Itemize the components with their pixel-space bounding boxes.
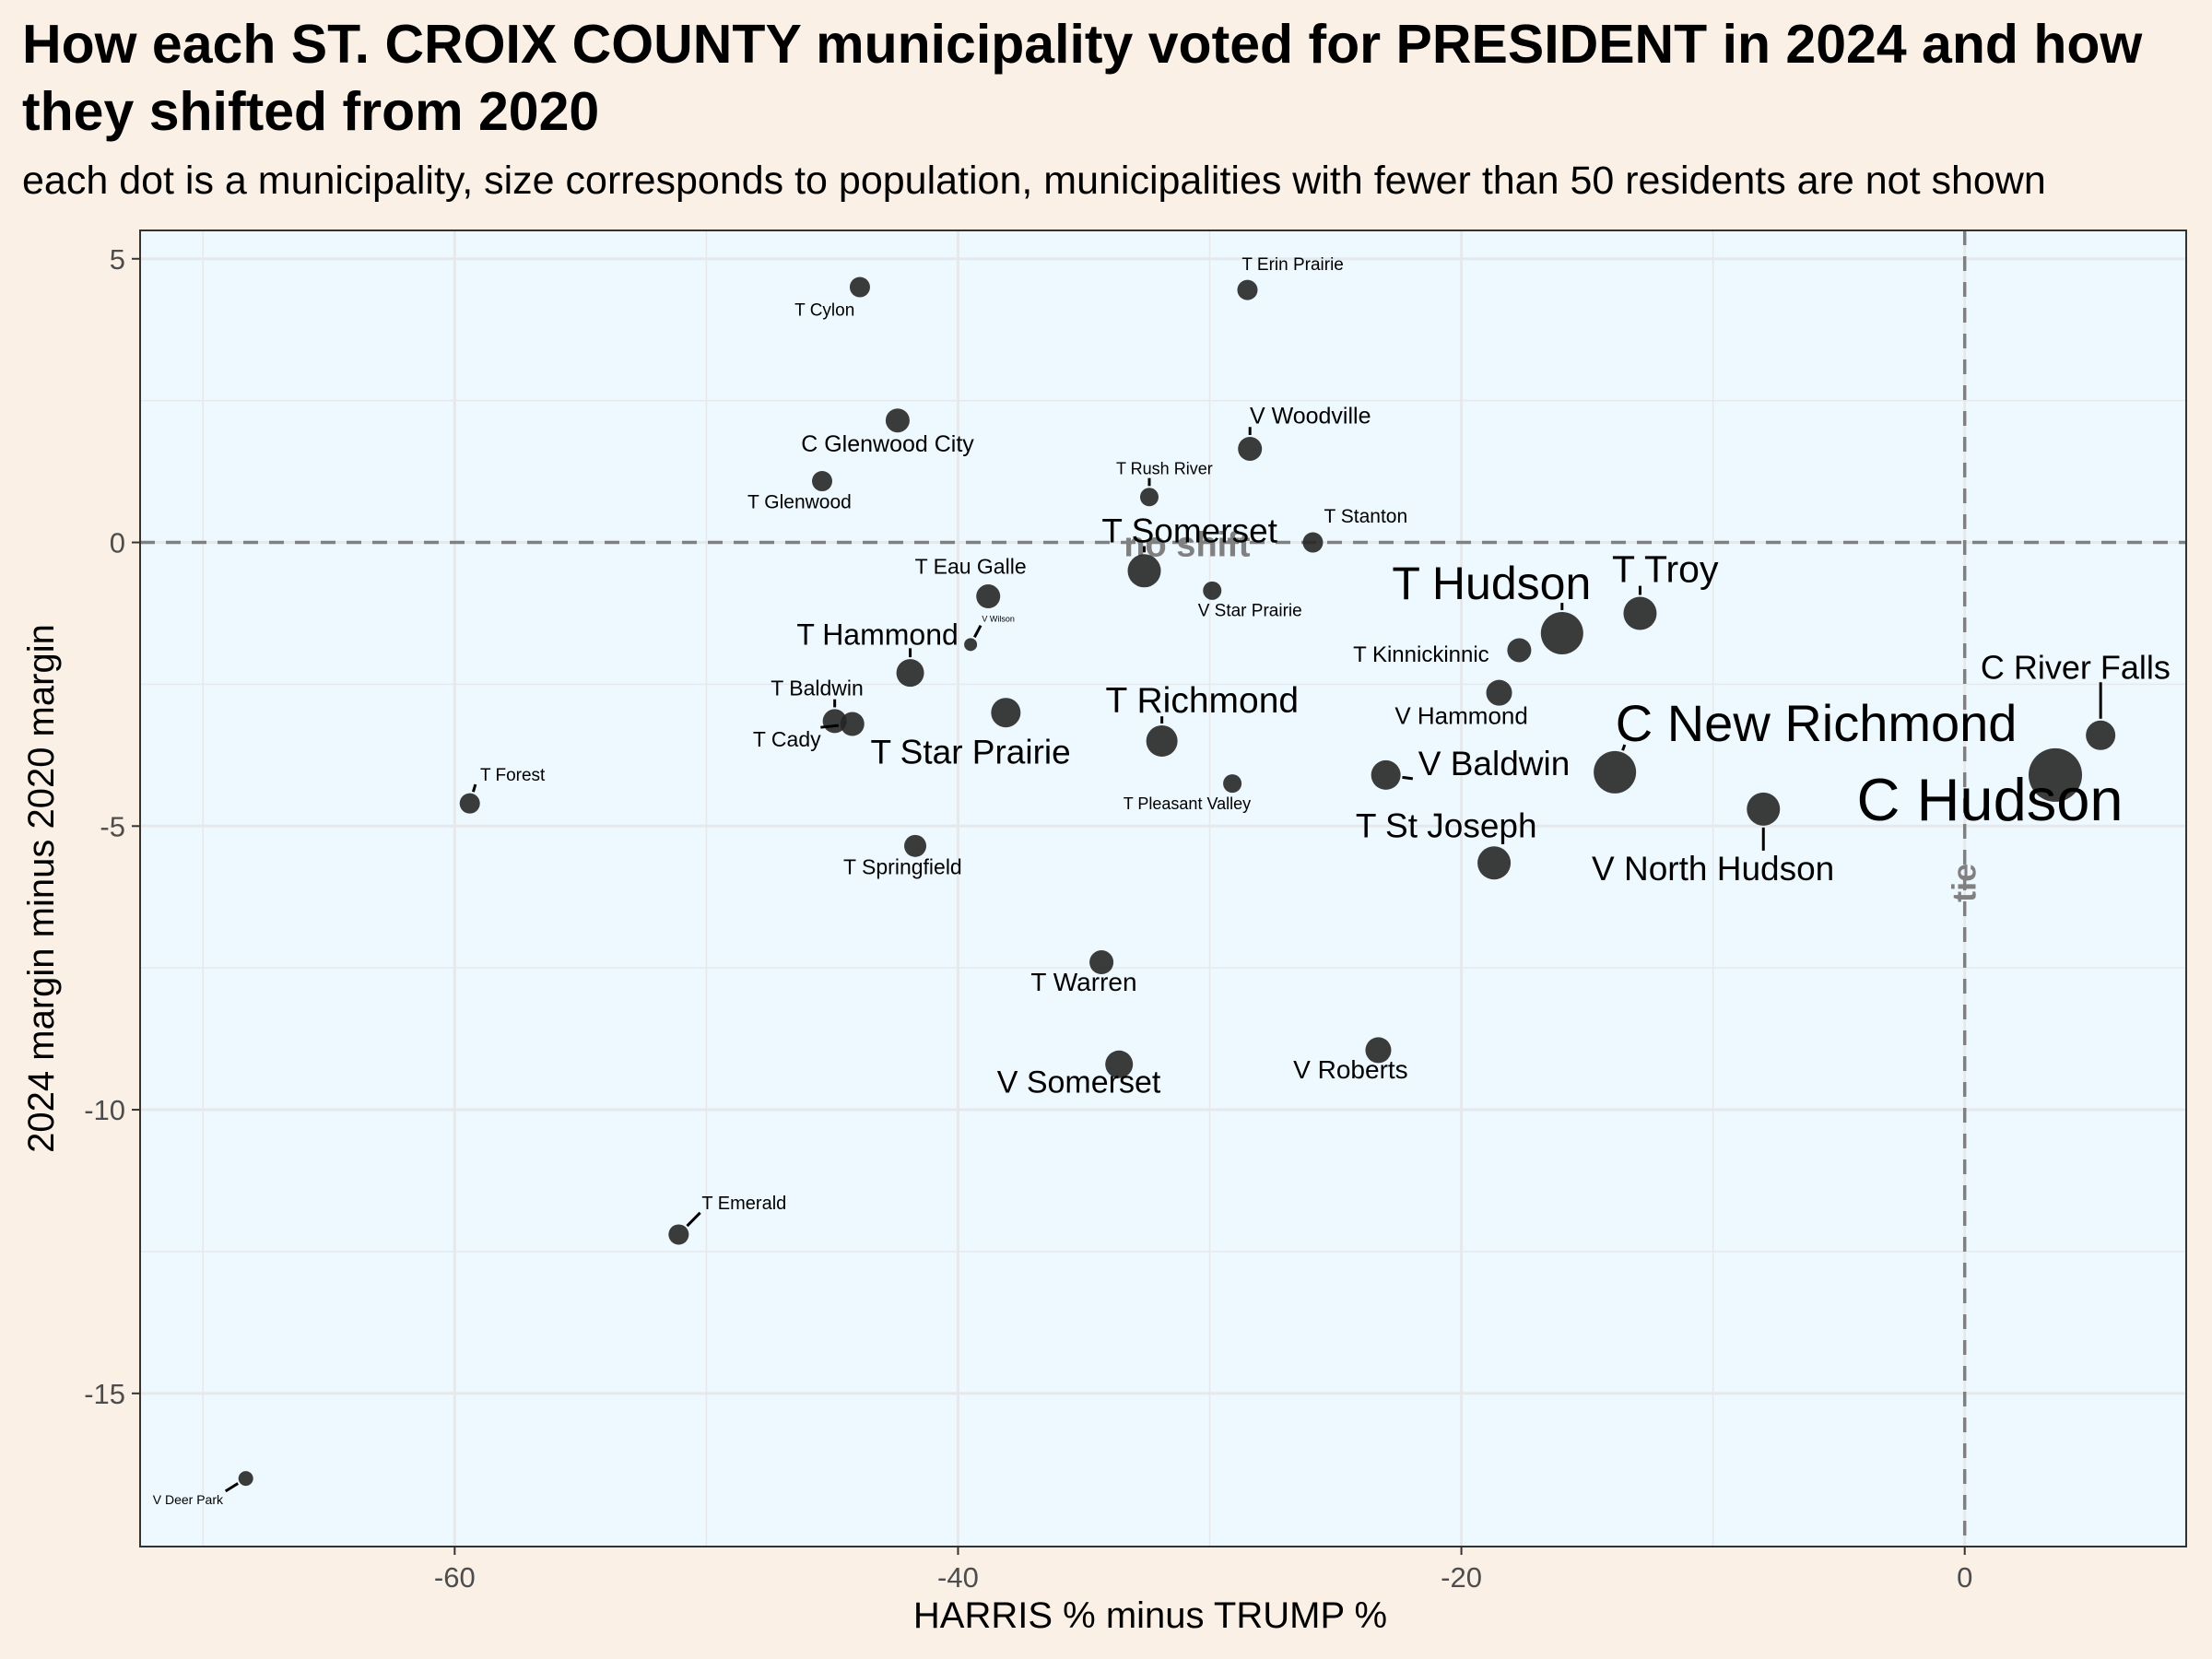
label-leader-line — [1621, 744, 1627, 751]
point-label: V Baldwin — [1418, 745, 1571, 782]
x-tick-label: -40 — [937, 1561, 979, 1594]
data-point — [904, 834, 927, 857]
point-label: C Glenwood City — [801, 431, 974, 457]
point-label: T Forest — [480, 766, 546, 785]
data-point — [1089, 950, 1114, 975]
reference-label-tie: tie — [1946, 864, 1983, 902]
point-label: T Hammond — [796, 618, 958, 651]
point-label: T Eau Galle — [915, 554, 1027, 578]
chart-title: How each ST. CROIX COUNTY municipality v… — [22, 14, 2143, 142]
point-label: V Somerset — [997, 1065, 1161, 1100]
point-label: T Baldwin — [771, 677, 864, 700]
data-point — [1540, 612, 1583, 655]
data-point — [1365, 1037, 1392, 1064]
data-point — [885, 408, 910, 433]
data-point — [840, 712, 865, 736]
data-point — [1371, 759, 1401, 790]
data-point — [1507, 638, 1532, 663]
data-point — [1302, 532, 1324, 553]
data-point — [1127, 554, 1161, 588]
data-point — [238, 1471, 253, 1487]
x-tick-label: -20 — [1441, 1561, 1482, 1594]
point-label: T Rush River — [1116, 460, 1213, 478]
point-label: C Hudson — [1856, 766, 2123, 833]
point-label: T Star Prairie — [870, 734, 1070, 771]
chart-subtitle: each dot is a municipality, size corresp… — [22, 159, 2046, 203]
point-label: V Wilson — [982, 615, 1015, 624]
data-points — [238, 276, 2116, 1487]
label-leader-line — [686, 1211, 701, 1228]
data-point — [991, 698, 1021, 728]
data-point — [1747, 792, 1781, 826]
y-tick-label: 0 — [110, 527, 125, 559]
label-leader-line — [820, 724, 840, 729]
point-label: V Roberts — [1293, 1055, 1408, 1084]
data-point — [2029, 747, 2083, 802]
point-label: T Hudson — [1392, 558, 1591, 609]
data-point — [1623, 596, 1657, 630]
point-label: T Emerald — [701, 1194, 786, 1214]
point-label: T Springfield — [843, 855, 962, 879]
data-point — [896, 659, 924, 688]
y-tick-label: 5 — [110, 243, 125, 276]
data-point — [1223, 774, 1242, 794]
point-label: V Deer Park — [153, 1492, 224, 1507]
label-leader-line — [973, 625, 982, 639]
y-tick-label: -15 — [84, 1378, 125, 1410]
point-label: T Troy — [1612, 548, 1719, 591]
point-label: T Stanton — [1324, 506, 1407, 527]
x-tick-label: -60 — [434, 1561, 476, 1594]
data-point — [1146, 724, 1178, 757]
point-label: T Glenwood — [747, 492, 852, 513]
data-point — [2086, 720, 2116, 750]
data-point — [1237, 279, 1258, 300]
data-point — [976, 584, 1001, 609]
point-label: T Warren — [1030, 968, 1136, 996]
point-label: V North Hudson — [1592, 850, 1834, 888]
y-tick-label: -10 — [84, 1094, 125, 1126]
data-point — [964, 638, 978, 652]
point-label: T St Joseph — [1356, 807, 1537, 845]
x-axis-label: HARRIS % minus TRUMP % — [913, 1595, 1387, 1636]
data-point — [668, 1224, 689, 1245]
point-label: T Erin Prairie — [1241, 255, 1344, 275]
point-label: V Hammond — [1394, 702, 1528, 730]
axes: -60 -40 -20 0 5 0 -5 -10 -15 HARRIS % minus TRUMP… — [21, 243, 1972, 1636]
point-label: T Kinnickinnic — [1353, 642, 1489, 667]
point-label: V Star Prairie — [1198, 602, 1302, 621]
plot-panel — [140, 230, 2186, 1547]
data-point — [1486, 679, 1512, 706]
data-point — [1203, 581, 1222, 600]
y-tick-label: -5 — [100, 810, 125, 842]
plot-border — [139, 229, 2187, 1547]
point-label: V Woodville — [1250, 403, 1371, 429]
data-point — [1477, 846, 1512, 880]
point-label: T Cady — [753, 727, 821, 751]
point-label: T Somerset — [1101, 512, 1277, 550]
data-point — [849, 276, 870, 298]
data-point — [1139, 488, 1159, 507]
y-axis-label: 2024 margin minus 2020 margin — [21, 624, 62, 1153]
point-label: T Cylon — [794, 300, 854, 320]
data-point — [1594, 750, 1637, 794]
point-label: T Pleasant Valley — [1124, 794, 1251, 813]
point-label: T Richmond — [1106, 681, 1300, 721]
label-leader-line — [224, 1482, 240, 1493]
point-label: C River Falls — [1981, 648, 2171, 686]
x-tick-label: 0 — [1957, 1561, 1972, 1594]
label-leader-line — [1402, 775, 1414, 781]
point-label: C New Richmond — [1616, 694, 2018, 752]
data-point — [1238, 436, 1263, 461]
data-point — [812, 471, 832, 492]
data-point — [459, 793, 480, 814]
label-leader-line — [471, 783, 477, 793]
point-labels: T Cylon T Erin Prairie C Glenwood City V Wo… — [153, 255, 2171, 1507]
data-point — [1105, 1050, 1134, 1078]
